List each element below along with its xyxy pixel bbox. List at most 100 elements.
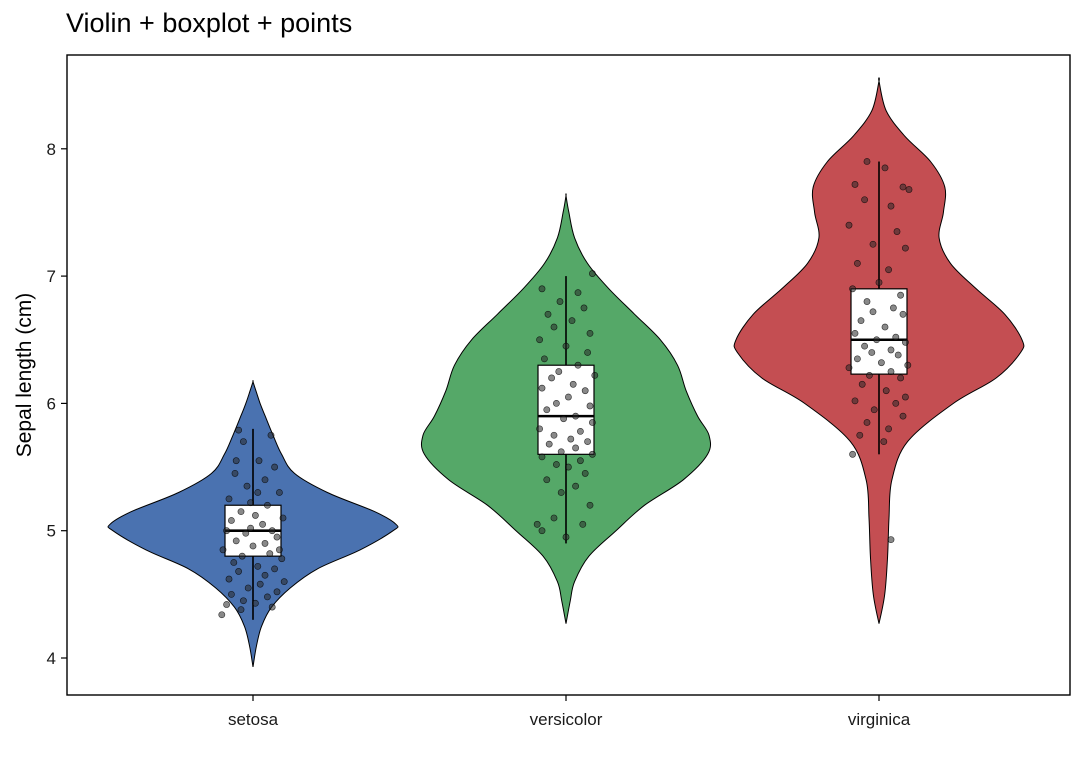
x-axis: setosa versicolor virginica <box>228 695 911 729</box>
point-setosa <box>243 482 251 490</box>
point-setosa <box>239 597 247 605</box>
point-virginica <box>857 317 865 325</box>
point-virginica <box>897 291 904 299</box>
point-virginica <box>854 259 861 267</box>
y-tick-label: 5 <box>47 522 56 541</box>
point-virginica <box>866 371 873 379</box>
point-virginica <box>880 438 888 445</box>
plot-panel-border <box>66 54 1071 696</box>
point-setosa <box>235 426 242 434</box>
point-virginica <box>870 406 878 414</box>
point-virginica <box>885 425 892 433</box>
point-setosa <box>232 537 240 545</box>
point-virginica <box>893 228 901 235</box>
point-virginica <box>899 183 907 191</box>
point-virginica <box>845 364 853 372</box>
point-virginica <box>882 387 890 395</box>
point-virginica <box>851 181 859 188</box>
point-virginica <box>861 196 868 204</box>
point-versicolor <box>538 453 546 461</box>
point-versicolor <box>580 304 588 312</box>
point-virginica <box>894 351 902 359</box>
point-versicolor <box>572 444 579 452</box>
point-virginica <box>905 186 913 193</box>
point-virginica <box>902 393 909 401</box>
y-tick-label: 4 <box>47 649 56 668</box>
point-versicolor <box>550 431 558 439</box>
point-setosa <box>275 546 283 554</box>
point-virginica <box>881 323 889 331</box>
point-versicolor <box>584 349 591 356</box>
point-versicolor <box>557 448 565 456</box>
point-virginica <box>845 221 853 229</box>
point-virginica <box>869 240 877 248</box>
point-versicolor <box>544 310 552 318</box>
point-setosa <box>239 438 247 445</box>
point-versicolor <box>538 384 546 392</box>
point-virginica <box>887 368 895 375</box>
point-setosa <box>273 588 281 596</box>
point-setosa <box>273 533 281 541</box>
point-versicolor <box>574 289 582 297</box>
point-virginica <box>851 329 859 337</box>
point-versicolor <box>562 342 570 350</box>
point-virginica <box>887 202 895 210</box>
x-tick-label: setosa <box>228 710 279 729</box>
point-versicolor <box>565 463 572 471</box>
point-virginica <box>873 336 880 344</box>
point-versicolor <box>536 425 543 433</box>
point-versicolor <box>568 317 576 325</box>
point-setosa <box>263 501 271 509</box>
point-versicolor <box>574 361 582 369</box>
point-versicolor <box>543 406 551 414</box>
point-versicolor <box>589 450 596 458</box>
y-tick-label: 6 <box>47 394 56 413</box>
point-setosa <box>261 476 269 484</box>
point-setosa <box>230 559 238 566</box>
point-setosa <box>261 571 269 579</box>
point-virginica <box>849 450 856 458</box>
point-virginica <box>887 346 895 354</box>
point-setosa <box>235 568 242 575</box>
point-virginica <box>854 355 861 363</box>
point-setosa <box>237 606 245 614</box>
point-virginica <box>904 361 912 369</box>
point-versicolor <box>548 374 555 382</box>
point-setosa <box>280 578 288 586</box>
point-versicolor <box>589 419 596 426</box>
x-tick-label: versicolor <box>530 710 603 729</box>
point-setosa <box>254 562 262 570</box>
point-virginica <box>902 338 909 346</box>
point-virginica <box>899 412 907 420</box>
point-setosa <box>279 514 287 522</box>
point-versicolor <box>550 323 558 331</box>
point-versicolor <box>581 387 589 395</box>
point-versicolor <box>577 457 584 465</box>
point-virginica <box>849 285 856 293</box>
point-versicolor <box>584 438 591 445</box>
point-setosa <box>275 489 283 496</box>
point-virginica <box>892 399 900 407</box>
point-setosa <box>231 470 239 477</box>
point-versicolor <box>577 428 584 435</box>
point-setosa <box>219 546 227 554</box>
point-setosa <box>263 593 271 601</box>
point-setosa <box>247 499 254 507</box>
point-versicolor <box>572 482 579 490</box>
point-setosa <box>232 457 240 465</box>
point-setosa <box>278 555 286 563</box>
x-tick-label: virginica <box>848 710 911 729</box>
point-virginica <box>899 310 907 318</box>
point-versicolor <box>567 435 575 443</box>
point-virginica <box>851 397 859 405</box>
point-virginica <box>858 380 866 388</box>
point-versicolor <box>586 501 594 509</box>
point-versicolor <box>545 440 553 448</box>
point-versicolor <box>536 336 543 344</box>
point-versicolor <box>556 298 564 305</box>
point-virginica <box>869 308 877 316</box>
point-virginica <box>863 298 871 305</box>
point-setosa <box>225 495 233 503</box>
point-setosa <box>249 542 257 550</box>
